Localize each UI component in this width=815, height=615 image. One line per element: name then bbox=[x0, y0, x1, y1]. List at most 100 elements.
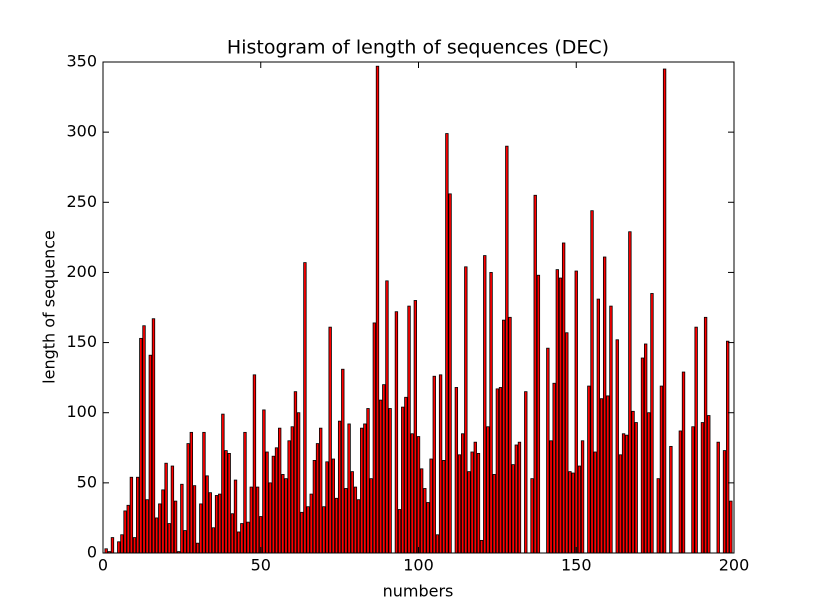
bar bbox=[678, 430, 683, 554]
bar bbox=[577, 465, 582, 554]
bar bbox=[606, 395, 610, 554]
y-tick-label: 150 bbox=[66, 332, 97, 351]
bar bbox=[252, 374, 257, 554]
chart-title: Histogram of length of sequences (DEC) bbox=[227, 37, 609, 59]
bar bbox=[615, 339, 619, 554]
bar bbox=[375, 65, 380, 554]
bar bbox=[205, 475, 209, 554]
bar bbox=[669, 445, 673, 554]
bar bbox=[315, 443, 320, 554]
bar bbox=[489, 272, 493, 554]
bar bbox=[262, 409, 266, 554]
bar bbox=[325, 461, 329, 554]
bar bbox=[110, 537, 115, 554]
bar bbox=[464, 266, 468, 554]
bar bbox=[517, 441, 522, 554]
bar bbox=[167, 523, 171, 554]
y-tick-label: 200 bbox=[66, 262, 97, 281]
bar bbox=[647, 412, 651, 554]
bar bbox=[293, 391, 298, 554]
bar bbox=[183, 530, 187, 554]
bar bbox=[139, 337, 143, 554]
bar bbox=[145, 499, 149, 554]
bar bbox=[173, 500, 178, 554]
bar bbox=[382, 384, 386, 554]
bar bbox=[726, 340, 730, 554]
bar bbox=[296, 412, 301, 554]
bar bbox=[691, 426, 695, 554]
bar bbox=[158, 503, 162, 554]
bar bbox=[360, 427, 364, 554]
bar bbox=[508, 316, 512, 554]
bar bbox=[546, 347, 550, 554]
bar bbox=[479, 539, 484, 554]
bar bbox=[438, 374, 443, 554]
bar bbox=[322, 506, 326, 554]
bar bbox=[476, 452, 481, 554]
y-axis-label: length of sequence bbox=[40, 230, 59, 384]
bar bbox=[558, 277, 563, 554]
bar bbox=[164, 462, 168, 554]
bar bbox=[530, 478, 534, 554]
bar bbox=[347, 423, 351, 554]
bar bbox=[208, 492, 212, 554]
bar bbox=[511, 464, 515, 554]
bar bbox=[278, 427, 282, 554]
bar bbox=[388, 408, 392, 554]
bar bbox=[344, 488, 348, 554]
y-tick-label: 0 bbox=[87, 543, 97, 562]
bar bbox=[609, 305, 613, 554]
bar bbox=[628, 231, 632, 554]
bar bbox=[401, 406, 405, 554]
bar bbox=[142, 325, 146, 554]
bar bbox=[186, 443, 190, 554]
bar bbox=[643, 343, 648, 554]
bar bbox=[243, 431, 247, 554]
bar bbox=[413, 300, 418, 554]
bar bbox=[136, 476, 140, 554]
bar bbox=[331, 458, 335, 554]
bar bbox=[319, 427, 323, 554]
bar bbox=[659, 385, 664, 554]
bar bbox=[224, 450, 228, 554]
bar bbox=[170, 465, 175, 554]
bar bbox=[227, 452, 231, 554]
bar bbox=[214, 495, 219, 554]
x-tick-label: 0 bbox=[98, 556, 108, 575]
bar bbox=[552, 382, 556, 554]
bar bbox=[337, 420, 342, 554]
bar bbox=[312, 460, 317, 554]
bar bbox=[618, 454, 623, 554]
y-tick-label: 50 bbox=[77, 472, 97, 491]
bar bbox=[192, 485, 197, 554]
bar bbox=[249, 486, 253, 554]
bar bbox=[154, 517, 159, 554]
bar bbox=[281, 474, 285, 554]
bar bbox=[498, 387, 503, 554]
bar bbox=[457, 454, 462, 554]
bar bbox=[300, 511, 304, 554]
bar bbox=[328, 326, 332, 554]
bar bbox=[473, 441, 477, 554]
bar bbox=[148, 354, 152, 554]
bar bbox=[625, 434, 629, 554]
bar bbox=[230, 513, 235, 554]
bar bbox=[104, 548, 108, 554]
bar bbox=[366, 408, 370, 554]
bar bbox=[407, 305, 411, 554]
bar bbox=[120, 534, 124, 554]
bar bbox=[707, 415, 711, 554]
bar bbox=[240, 523, 244, 554]
bar bbox=[397, 509, 402, 554]
bar bbox=[656, 478, 660, 554]
bar bbox=[486, 426, 490, 554]
bar bbox=[593, 451, 597, 554]
bar bbox=[574, 270, 578, 554]
bar bbox=[123, 510, 127, 554]
bar bbox=[290, 426, 294, 554]
bar bbox=[161, 489, 165, 554]
bar bbox=[132, 537, 137, 554]
bar bbox=[495, 388, 500, 554]
bar bbox=[378, 399, 383, 554]
bar bbox=[694, 326, 698, 554]
